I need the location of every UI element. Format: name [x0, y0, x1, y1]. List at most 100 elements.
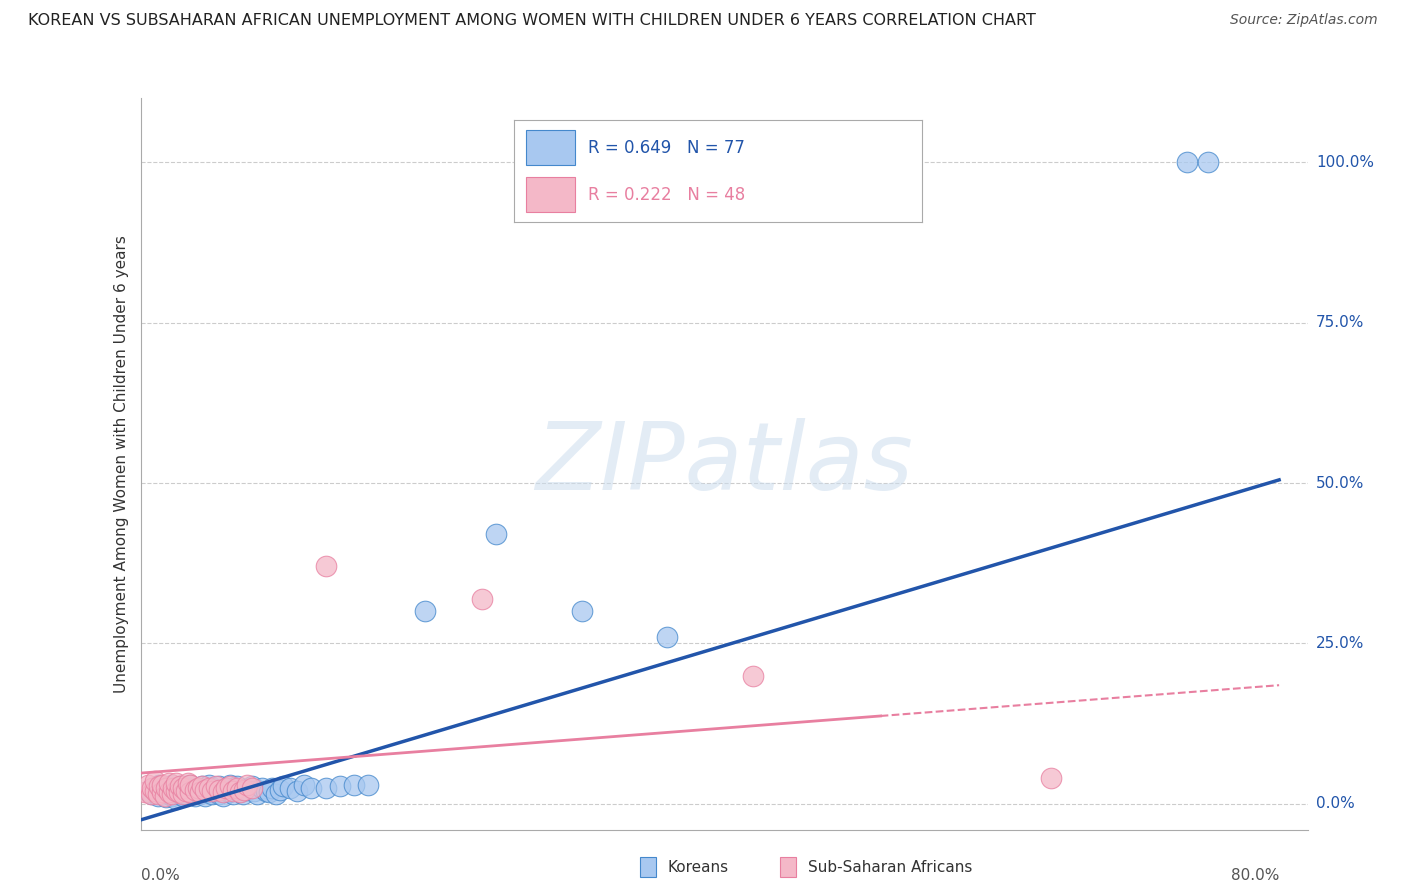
Point — [194, 782, 217, 797]
Point — [219, 779, 242, 793]
Point — [208, 779, 231, 793]
Point — [1040, 771, 1063, 785]
Point — [155, 780, 177, 795]
Point — [741, 668, 763, 682]
Point — [157, 776, 180, 790]
Point — [229, 785, 252, 799]
Text: 75.0%: 75.0% — [1316, 315, 1364, 330]
Point — [208, 782, 231, 797]
Point — [136, 778, 159, 792]
Text: Sub-Saharan Africans: Sub-Saharan Africans — [807, 860, 972, 874]
Point — [232, 787, 254, 801]
Point — [343, 778, 366, 792]
Point — [169, 779, 191, 793]
Point — [240, 779, 263, 793]
Point — [285, 784, 308, 798]
Point — [141, 787, 163, 801]
Point — [179, 778, 201, 792]
Point — [179, 785, 201, 799]
Point — [169, 787, 191, 801]
Point — [212, 785, 235, 799]
Point — [269, 782, 291, 797]
Point — [240, 780, 263, 795]
Point — [139, 787, 162, 801]
Point — [299, 780, 322, 795]
Point — [1197, 155, 1219, 169]
Point — [160, 778, 183, 792]
Point — [190, 785, 212, 799]
Point — [172, 784, 194, 798]
Point — [212, 789, 235, 804]
Point — [208, 787, 231, 801]
Text: 50.0%: 50.0% — [1316, 475, 1364, 491]
Point — [153, 789, 176, 804]
Point — [315, 780, 337, 795]
Point — [165, 776, 187, 790]
Point — [226, 780, 249, 795]
Point — [201, 787, 224, 801]
Point — [165, 787, 187, 801]
Point — [254, 784, 277, 798]
Text: KOREAN VS SUBSAHARAN AFRICAN UNEMPLOYMENT AMONG WOMEN WITH CHILDREN UNDER 6 YEAR: KOREAN VS SUBSAHARAN AFRICAN UNEMPLOYMEN… — [28, 13, 1036, 29]
Point — [141, 780, 163, 795]
Point — [329, 779, 352, 793]
Text: Koreans: Koreans — [666, 860, 728, 874]
Point — [194, 789, 217, 804]
Text: 100.0%: 100.0% — [1316, 155, 1374, 169]
Point — [148, 778, 170, 792]
Point — [167, 784, 190, 798]
Point — [278, 780, 301, 795]
Point — [205, 779, 228, 793]
Point — [157, 785, 180, 799]
Point — [150, 778, 173, 792]
Point — [257, 785, 280, 799]
Text: 0.0%: 0.0% — [1316, 797, 1354, 812]
Y-axis label: Unemployment Among Women with Children Under 6 years: Unemployment Among Women with Children U… — [114, 235, 129, 693]
Point — [165, 791, 187, 805]
Point — [357, 778, 380, 792]
Point — [186, 785, 208, 799]
Point — [160, 787, 183, 801]
Text: Source: ZipAtlas.com: Source: ZipAtlas.com — [1230, 13, 1378, 28]
Point — [179, 785, 201, 799]
Point — [176, 776, 198, 790]
Point — [413, 604, 436, 618]
Point — [172, 780, 194, 795]
Point — [143, 774, 166, 789]
Point — [191, 779, 214, 793]
Point — [143, 784, 166, 798]
Point — [160, 789, 183, 804]
Point — [162, 780, 184, 795]
Point — [167, 785, 190, 799]
Point — [150, 785, 173, 799]
Point — [260, 780, 283, 795]
Point — [157, 780, 180, 795]
Point — [155, 790, 177, 805]
Point — [181, 782, 204, 797]
Point — [215, 780, 238, 795]
Point — [155, 784, 177, 798]
Point — [201, 780, 224, 795]
Point — [172, 779, 194, 793]
Point — [222, 784, 245, 798]
Point — [146, 789, 169, 804]
Point — [222, 787, 245, 801]
Point — [198, 778, 221, 792]
Point — [485, 527, 508, 541]
Point — [236, 782, 259, 797]
Point — [150, 782, 173, 797]
Point — [246, 787, 269, 801]
Point — [198, 780, 221, 795]
Point — [201, 784, 224, 798]
Point — [136, 784, 159, 798]
Point — [197, 785, 219, 799]
Text: 25.0%: 25.0% — [1316, 636, 1364, 651]
Point — [150, 787, 173, 801]
Point — [179, 778, 201, 792]
Point — [315, 559, 337, 574]
Point — [174, 784, 197, 798]
Point — [1175, 155, 1198, 169]
Text: 0.0%: 0.0% — [141, 868, 180, 883]
Text: 80.0%: 80.0% — [1230, 868, 1279, 883]
Point — [165, 784, 187, 798]
